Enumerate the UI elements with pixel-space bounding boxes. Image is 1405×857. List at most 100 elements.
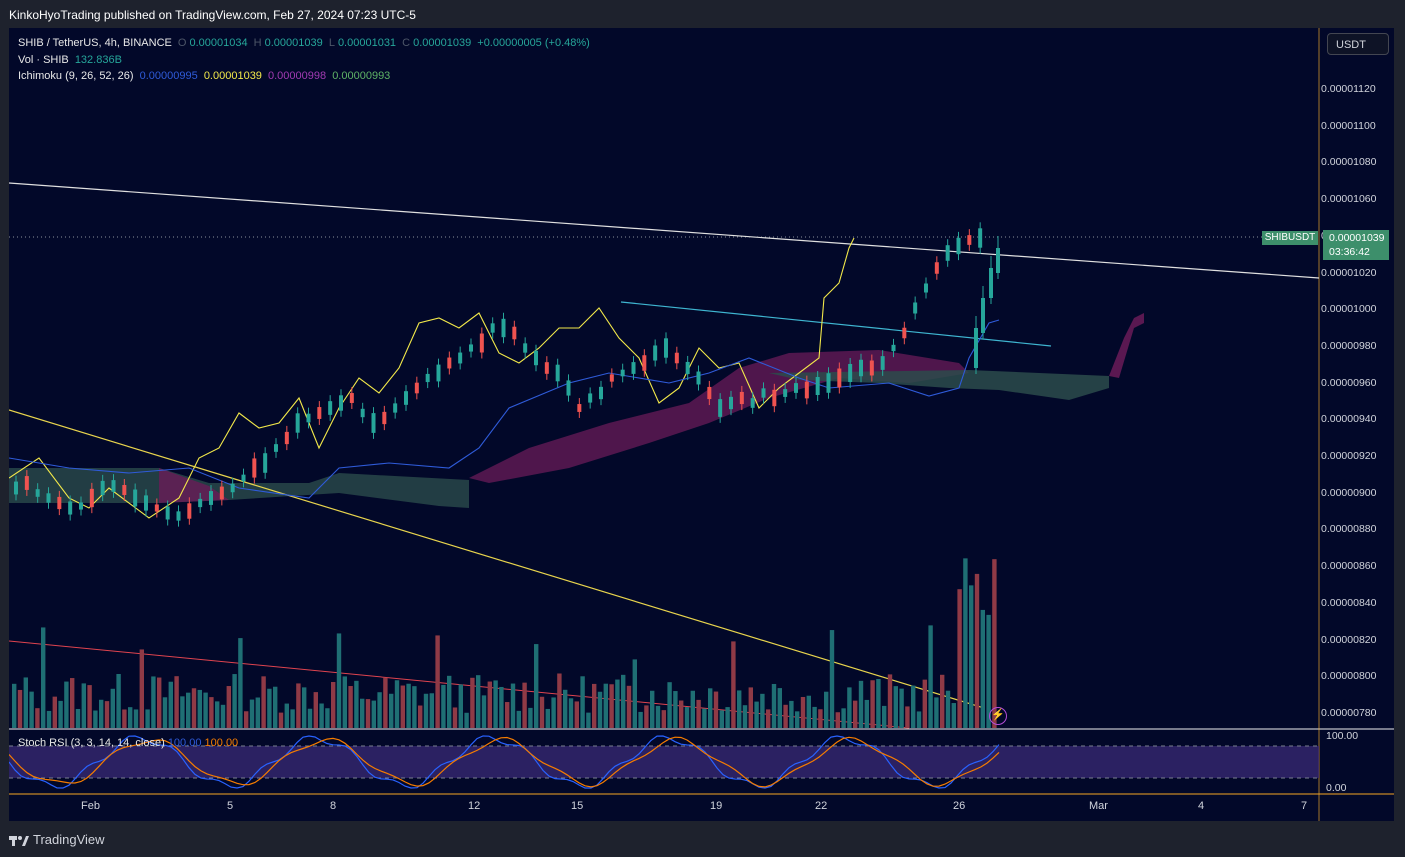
volume-bar [261,676,266,728]
volume-bar [232,674,237,728]
candle [371,413,376,433]
volume-bar [168,681,173,728]
volume-bar [655,705,661,728]
candle [523,343,528,353]
volume-value: 132.836B [74,53,122,66]
rsi-scale-bottom: 0.00 [1326,782,1347,794]
candle [891,344,896,352]
price-tick: 0.00001100 [1321,119,1376,132]
volume-bar [255,697,260,728]
resistance-trendline [9,182,1320,279]
volume-bar [702,708,707,728]
candle [707,386,712,400]
volume-bar [615,679,620,728]
volume-bar [128,707,133,728]
candle [219,486,224,500]
volume-bar [667,682,672,728]
volume-bar [719,710,724,728]
candle [848,363,853,383]
volume-bar [249,699,255,728]
rsi-scale-top: 100.00 [1326,730,1359,742]
volume-bar [354,680,359,728]
ichimoku-label[interactable]: Ichimoku (9, 26, 52, 26) [18,70,134,82]
volume-bar [539,696,545,728]
candle [57,496,62,510]
volume-bar [447,675,452,728]
candle [996,248,1000,273]
volume-bar [423,693,429,728]
ichimoku-row: Ichimoku (9, 26, 52, 26) 0.00000995 0.00… [18,68,593,85]
time-tick: 15 [571,800,584,812]
volume-bar [412,686,417,728]
candle [674,352,679,364]
candle [154,504,159,512]
publish-text: KinkoHyoTrading published on TradingView… [9,8,416,22]
candle [815,376,820,396]
volume-bar [487,681,492,728]
volume-bar [418,705,423,728]
time-tick: 26 [953,800,966,812]
candle [447,357,452,369]
volume-bar [35,708,40,728]
price-tick: 0.00001020 [1321,266,1377,279]
candle [469,344,473,352]
symbol-title[interactable]: SHIB / TetherUS, 4h, BINANCE [18,37,172,49]
time-tick: 19 [710,800,723,812]
volume-bar [568,698,574,728]
symbol-price-tag: SHIBUSDT [1262,231,1318,245]
volume-bar [110,688,115,728]
support-trendline [9,409,985,709]
lightning-icon[interactable]: ⚡ [989,707,1007,725]
candle [79,502,83,510]
kumo-cloud-bear [1109,313,1144,378]
volume-bar [638,711,643,728]
volume-bar [81,683,86,728]
candle [880,356,885,370]
volume-bar [226,686,231,728]
price-tick: 0.00001000 [1321,303,1377,316]
price-tick: 0.00001120 [1321,83,1376,95]
volume-bar [99,699,104,728]
chart-canvas[interactable] [9,28,1394,821]
candle [913,302,918,314]
volume-bar [980,609,985,728]
footer-brand[interactable]: TradingView [9,832,105,848]
price-tick: 0.00000920 [1321,450,1377,462]
candle [284,431,289,445]
chikou-span [9,237,855,519]
candle [837,368,842,388]
candle [111,480,116,492]
volume-bar [800,696,806,728]
candle [382,411,387,425]
candle [425,373,430,383]
chart-area[interactable]: SHIB / TetherUS, 4h, BINANCE O 0.00001034… [9,28,1394,821]
volume-bar [911,685,916,728]
volume-bar [458,684,463,728]
volume-bar [679,700,684,728]
candle [14,481,18,495]
price-tick: 0.00001060 [1321,193,1377,206]
volume-label[interactable]: Vol · SHIB [18,53,69,66]
volume-bar [673,691,678,728]
candle [317,407,322,419]
volume-bar [713,691,719,728]
volume-bar [510,683,516,728]
candle [68,501,73,515]
volume-bar [684,707,690,728]
price-tick: 0.00001080 [1321,156,1377,169]
candle [458,352,463,364]
currency-button[interactable]: USDT [1327,33,1389,55]
volume-bar [882,705,887,728]
candle [414,382,419,394]
candle [794,383,798,393]
volume-bar [203,692,208,728]
volume-bar [974,573,980,728]
volume-bar [278,712,284,728]
stoch-rsi-label[interactable]: Stoch RSI (3, 3, 14, 14, close) [18,737,165,749]
stoch-k-line [9,735,1000,789]
candle [241,474,246,482]
volume-bar [139,649,144,728]
candle [826,373,831,393]
volume-bar [209,697,214,728]
volume-bar [632,659,637,728]
